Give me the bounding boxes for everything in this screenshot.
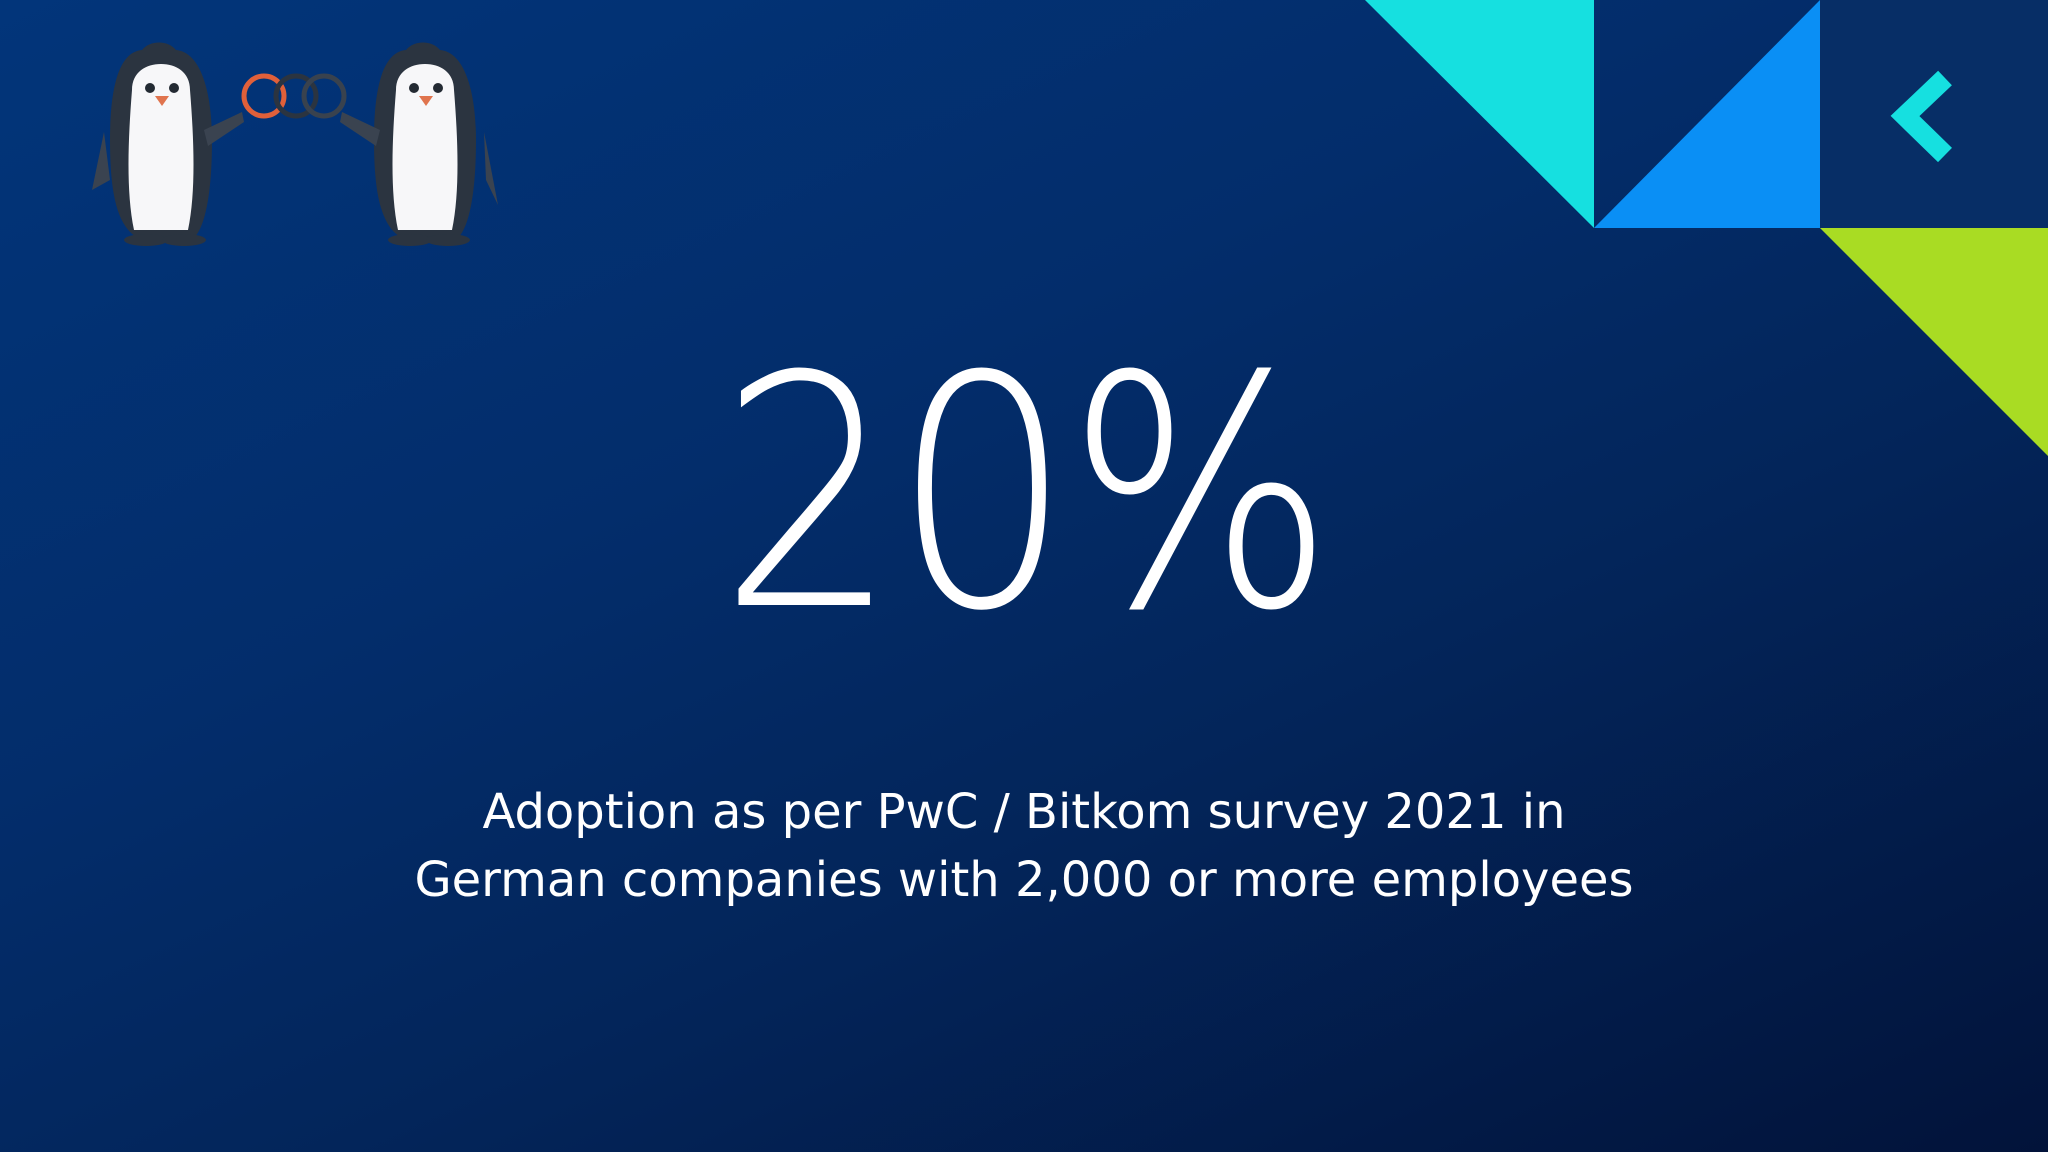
left-penguin bbox=[92, 42, 244, 246]
blue-triangle bbox=[1594, 0, 1820, 228]
caption-line-1: Adoption as per PwC / Bitkom survey 2021… bbox=[482, 784, 1566, 840]
caption-line-2: German companies with 2,000 or more empl… bbox=[414, 852, 1634, 908]
headline-statistic: 20% bbox=[718, 309, 1334, 681]
cyan-triangle bbox=[1365, 0, 1594, 228]
chevron-left-icon[interactable] bbox=[1890, 70, 1952, 163]
navy-square bbox=[1820, 0, 2048, 228]
penguins-logo bbox=[92, 42, 498, 246]
lime-triangle bbox=[1820, 228, 2048, 456]
rings bbox=[241, 73, 347, 119]
statistic-caption: Adoption as per PwC / Bitkom survey 2021… bbox=[0, 778, 2048, 914]
right-penguin bbox=[340, 42, 498, 246]
